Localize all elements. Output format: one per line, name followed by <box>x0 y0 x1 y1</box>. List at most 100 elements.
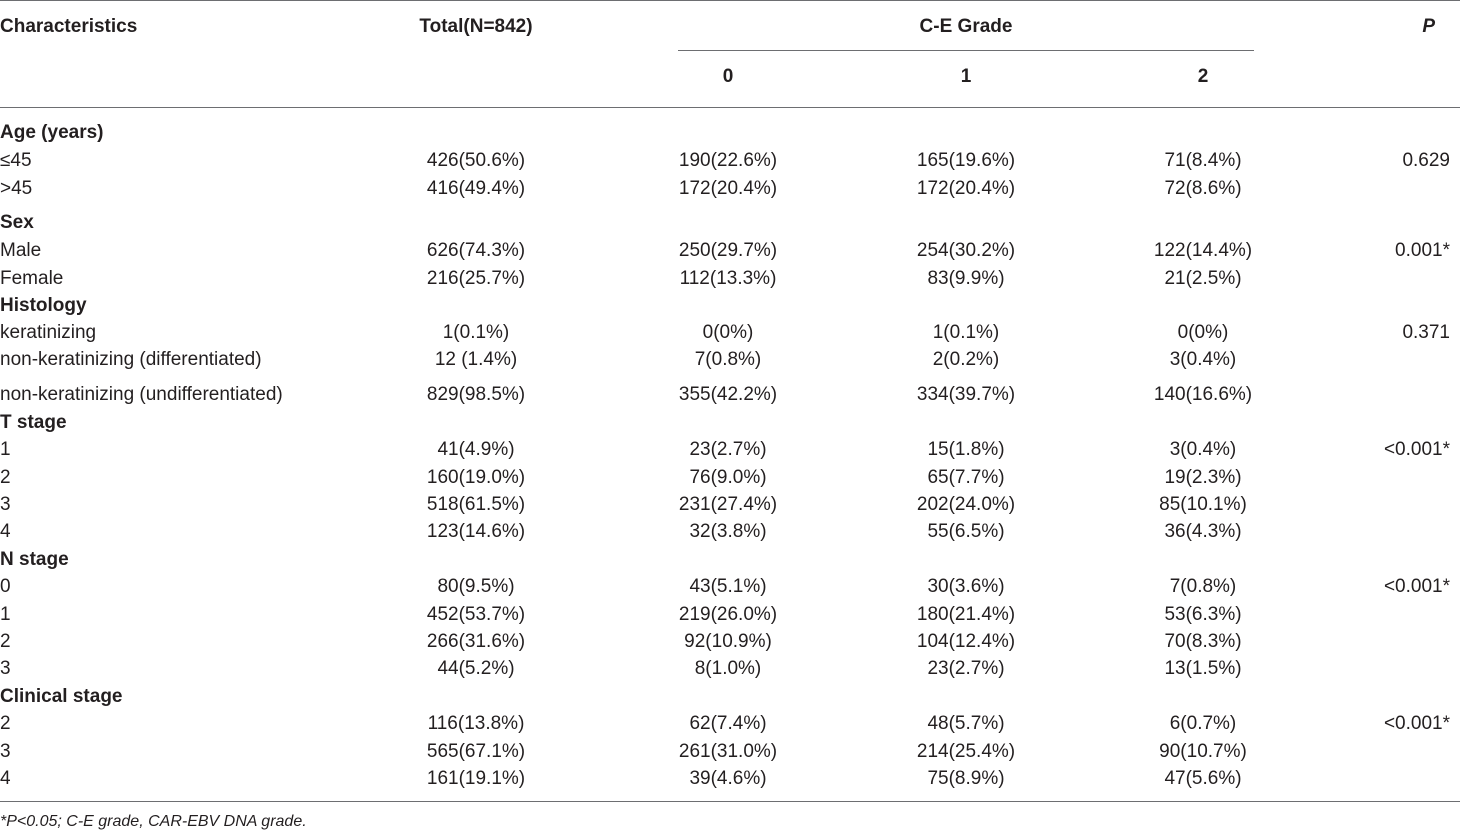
cell-grade-0: 112(13.3%) <box>679 268 777 289</box>
header-total: Total(N=842) <box>419 16 533 37</box>
cell-grade-2: 0(0%) <box>1177 322 1229 343</box>
cell-grade-0: 219(26.0%) <box>678 604 778 625</box>
cell-grade-2: 85(10.1%) <box>1159 494 1247 515</box>
header-grade-0: 0 <box>722 66 734 87</box>
cell-p: 0.001* <box>1395 240 1450 261</box>
row-label: 2 <box>0 467 11 488</box>
cell-grade-1: 172(20.4%) <box>916 178 1016 199</box>
cell-grade-0: 62(7.4%) <box>689 713 767 734</box>
cell-grade-0: 190(22.6%) <box>678 150 778 171</box>
table-footnote: *P<0.05; C-E grade, CAR-EBV DNA grade. <box>0 813 307 830</box>
cell-grade-1: 165(19.6%) <box>916 150 1016 171</box>
cell-p: <0.001* <box>1383 713 1450 734</box>
cell-p: 0.629 <box>1402 150 1450 171</box>
cell-grade-0: 355(42.2%) <box>678 384 778 405</box>
group-title: Histology <box>0 295 87 316</box>
cell-p: <0.001* <box>1383 439 1450 460</box>
cell-grade-0: 32(3.8%) <box>689 521 767 542</box>
cell-total: 426(50.6%) <box>426 150 526 171</box>
cell-total: 160(19.0%) <box>426 467 526 488</box>
cell-grade-1: 23(2.7%) <box>927 658 1005 679</box>
cell-total: 44(5.2%) <box>437 658 515 679</box>
cell-grade-2: 3(0.4%) <box>1169 349 1237 370</box>
cell-grade-1: 65(7.7%) <box>927 467 1005 488</box>
cell-grade-0: 172(20.4%) <box>678 178 778 199</box>
header-ce-grade: C-E Grade <box>919 16 1013 37</box>
ce-grade-subrule <box>678 50 1254 51</box>
cell-grade-2: 140(16.6%) <box>1153 384 1253 405</box>
cell-grade-0: 0(0%) <box>702 322 754 343</box>
group-title: Age (years) <box>0 122 104 143</box>
group-title: T stage <box>0 412 67 433</box>
cell-grade-2: 21(2.5%) <box>1164 268 1242 289</box>
header-p: P <box>1422 16 1435 37</box>
cell-grade-0: 7(0.8%) <box>694 349 762 370</box>
cell-grade-1: 104(12.4%) <box>916 631 1016 652</box>
row-label: non-keratinizing (undifferentiated) <box>0 384 283 405</box>
group-title: Sex <box>0 212 34 233</box>
cell-grade-1: 1(0.1%) <box>932 322 1000 343</box>
header-grade-1: 1 <box>960 66 972 87</box>
cell-total: 518(61.5%) <box>426 494 526 515</box>
row-label: 3 <box>0 741 11 762</box>
row-label: 1 <box>0 604 11 625</box>
row-label: non-keratinizing (differentiated) <box>0 349 262 370</box>
row-label: 3 <box>0 658 11 679</box>
header-rule <box>0 107 1460 108</box>
row-label: 4 <box>0 521 11 542</box>
cell-total: 416(49.4%) <box>426 178 526 199</box>
cell-grade-2: 36(4.3%) <box>1164 521 1242 542</box>
cell-total: 116(13.8%) <box>427 713 525 734</box>
cell-grade-2: 19(2.3%) <box>1164 467 1242 488</box>
cell-total: 626(74.3%) <box>426 240 526 261</box>
cell-grade-1: 334(39.7%) <box>916 384 1016 405</box>
cell-grade-1: 15(1.8%) <box>927 439 1005 460</box>
header-grade-2: 2 <box>1197 66 1209 87</box>
cell-grade-2: 70(8.3%) <box>1164 631 1242 652</box>
cell-grade-0: 23(2.7%) <box>689 439 767 460</box>
row-label: 4 <box>0 768 11 789</box>
row-label: ≤45 <box>0 150 32 171</box>
cell-grade-1: 2(0.2%) <box>932 349 1000 370</box>
row-label: Male <box>0 240 42 261</box>
cell-grade-1: 202(24.0%) <box>916 494 1016 515</box>
cell-grade-1: 55(6.5%) <box>927 521 1005 542</box>
cell-grade-1: 83(9.9%) <box>927 268 1005 289</box>
cell-total: 12 (1.4%) <box>434 349 518 370</box>
cell-grade-1: 254(30.2%) <box>916 240 1016 261</box>
cell-p: 0.371 <box>1402 322 1450 343</box>
cell-grade-2: 6(0.7%) <box>1169 713 1237 734</box>
row-label: 2 <box>0 713 11 734</box>
row-label: 2 <box>0 631 11 652</box>
row-label: Female <box>0 268 64 289</box>
cell-grade-0: 261(31.0%) <box>678 741 778 762</box>
cell-total: 829(98.5%) <box>426 384 526 405</box>
cell-total: 452(53.7%) <box>426 604 526 625</box>
cell-grade-2: 71(8.4%) <box>1164 150 1242 171</box>
cell-grade-2: 53(6.3%) <box>1164 604 1242 625</box>
cell-total: 123(14.6%) <box>426 521 526 542</box>
cell-total: 565(67.1%) <box>426 741 526 762</box>
cell-grade-2: 3(0.4%) <box>1169 439 1237 460</box>
cell-total: 161(19.1%) <box>426 768 526 789</box>
cell-grade-1: 180(21.4%) <box>916 604 1016 625</box>
row-label: 3 <box>0 494 11 515</box>
cell-grade-2: 47(5.6%) <box>1164 768 1242 789</box>
cell-total: 216(25.7%) <box>426 268 526 289</box>
bottom-rule <box>0 801 1460 802</box>
cell-grade-2: 72(8.6%) <box>1164 178 1242 199</box>
cell-grade-0: 231(27.4%) <box>678 494 778 515</box>
row-label: keratinizing <box>0 322 97 343</box>
cell-total: 266(31.6%) <box>426 631 526 652</box>
cell-grade-2: 90(10.7%) <box>1159 741 1247 762</box>
cell-p: <0.001* <box>1383 576 1450 597</box>
cell-grade-0: 76(9.0%) <box>689 467 767 488</box>
cell-total: 80(9.5%) <box>437 576 515 597</box>
cell-total: 41(4.9%) <box>437 439 515 460</box>
cell-total: 1(0.1%) <box>442 322 510 343</box>
cell-grade-2: 7(0.8%) <box>1169 576 1237 597</box>
header-characteristics: Characteristics <box>0 16 138 37</box>
group-title: N stage <box>0 549 69 570</box>
cell-grade-1: 75(8.9%) <box>927 768 1005 789</box>
